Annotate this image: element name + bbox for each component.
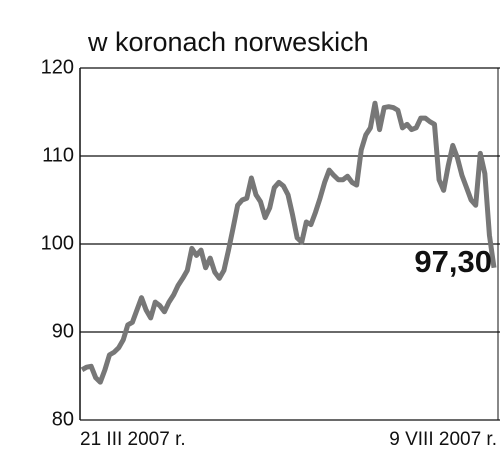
x-tick-label: 21 III 2007 r. <box>80 429 186 450</box>
y-tick-label: 90 <box>52 320 74 342</box>
y-tick-label: 80 <box>52 408 74 430</box>
y-tick-label: 100 <box>41 232 74 254</box>
line <box>80 100 497 385</box>
y-tick-label: 110 <box>42 144 74 166</box>
y-tick-label: 120 <box>41 56 74 78</box>
value-label: 97,30 <box>414 244 492 279</box>
chart-title: w koronach norweskich <box>87 27 369 57</box>
x-tick-label: 9 VIII 2007 r. <box>389 429 497 450</box>
